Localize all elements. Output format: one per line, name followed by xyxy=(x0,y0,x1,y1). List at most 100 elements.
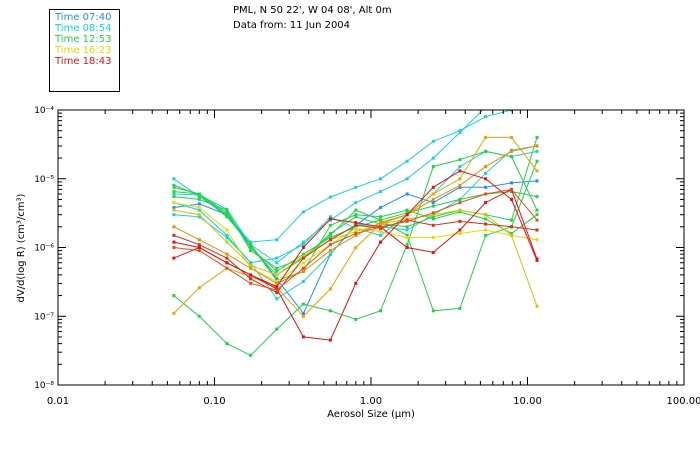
y-tick-label: 10⁻⁸ xyxy=(34,381,54,391)
data-point xyxy=(249,240,253,244)
data-point xyxy=(510,181,513,185)
data-point xyxy=(379,309,382,313)
data-point xyxy=(249,261,253,265)
data-point xyxy=(510,218,513,222)
legend-entry-0854: Time 08:54 xyxy=(55,23,112,34)
data-point xyxy=(275,266,279,270)
data-point xyxy=(301,210,305,214)
data-point xyxy=(510,155,513,159)
legend-entry-0740: Time 07:40 xyxy=(55,12,112,23)
data-point xyxy=(172,256,176,260)
data-point xyxy=(301,252,305,256)
data-point xyxy=(225,266,229,270)
data-point xyxy=(301,269,305,273)
data-point xyxy=(275,238,279,242)
data-point xyxy=(301,335,305,339)
data-point xyxy=(301,240,305,244)
data-point xyxy=(172,225,176,229)
data-point xyxy=(431,213,435,217)
data-point xyxy=(249,266,253,270)
data-point xyxy=(328,243,332,247)
data-point xyxy=(405,159,409,163)
data-point xyxy=(354,232,358,235)
data-point xyxy=(225,256,229,260)
data-point xyxy=(379,218,382,222)
data-point xyxy=(275,256,279,260)
data-point xyxy=(405,246,409,249)
data-point xyxy=(328,249,332,253)
series-12-53-a xyxy=(172,149,539,357)
data-point xyxy=(328,232,332,235)
data-point xyxy=(379,190,382,194)
y-tick-label: 10⁻⁴ xyxy=(34,106,54,116)
data-point xyxy=(458,131,462,134)
data-point xyxy=(328,236,332,239)
data-point xyxy=(172,185,176,189)
data-point xyxy=(197,206,201,210)
data-point xyxy=(431,250,435,254)
data-point xyxy=(458,165,462,169)
data-point xyxy=(458,129,462,133)
data-point xyxy=(458,197,462,201)
data-point xyxy=(535,218,539,222)
data-point xyxy=(172,195,176,199)
data-point xyxy=(484,135,488,139)
data-point xyxy=(484,228,488,232)
data-point xyxy=(431,156,435,160)
data-point xyxy=(249,249,253,253)
data-point xyxy=(510,95,513,98)
data-point xyxy=(484,185,488,189)
data-point xyxy=(458,232,462,235)
data-point xyxy=(484,192,488,196)
data-point xyxy=(431,139,435,143)
data-point xyxy=(484,106,487,109)
data-point xyxy=(535,159,539,163)
y-tick-label: 10⁻⁷ xyxy=(34,312,54,322)
data-point xyxy=(354,208,358,212)
data-point xyxy=(405,233,409,237)
data-point xyxy=(197,215,201,219)
data-point xyxy=(197,195,201,199)
data-point xyxy=(172,201,176,205)
data-point xyxy=(510,232,513,235)
data-point xyxy=(249,243,253,247)
data-point xyxy=(328,223,332,227)
data-point xyxy=(225,211,229,215)
data-point xyxy=(379,233,382,237)
data-point xyxy=(225,236,229,239)
series-18-43-d xyxy=(172,187,539,292)
data-point xyxy=(275,291,279,295)
x-tick-label: 10.00 xyxy=(513,396,542,407)
data-point xyxy=(172,294,176,298)
data-point xyxy=(510,135,513,139)
data-point xyxy=(431,192,435,196)
data-point xyxy=(458,169,462,173)
legend-entry-1253: Time 12:53 xyxy=(55,34,112,45)
legend-entry-1843: Time 18:43 xyxy=(55,56,112,67)
data-point xyxy=(328,233,332,237)
x-axis-label: Aerosol Size (µm) xyxy=(327,409,415,420)
data-point xyxy=(328,338,332,342)
y-tick-label: 10⁻⁶ xyxy=(34,244,54,254)
data-point xyxy=(275,288,279,292)
data-point xyxy=(354,317,358,321)
data-point xyxy=(405,225,409,229)
data-point xyxy=(510,233,513,237)
data-date: Data from: 11 Jun 2004 xyxy=(233,20,351,31)
data-point xyxy=(458,158,462,162)
data-point xyxy=(197,249,201,253)
data-point xyxy=(379,240,382,244)
data-point xyxy=(197,208,201,212)
data-point xyxy=(458,201,462,205)
data-point xyxy=(249,277,253,281)
data-point xyxy=(225,208,229,212)
data-point xyxy=(484,149,488,153)
data-point xyxy=(405,219,409,223)
data-point xyxy=(249,273,253,277)
data-point xyxy=(484,222,488,226)
data-point xyxy=(431,185,435,189)
data-point xyxy=(301,280,305,283)
data-point xyxy=(431,223,435,227)
x-tick-label: 100.00 xyxy=(667,396,700,407)
data-point xyxy=(535,179,539,183)
